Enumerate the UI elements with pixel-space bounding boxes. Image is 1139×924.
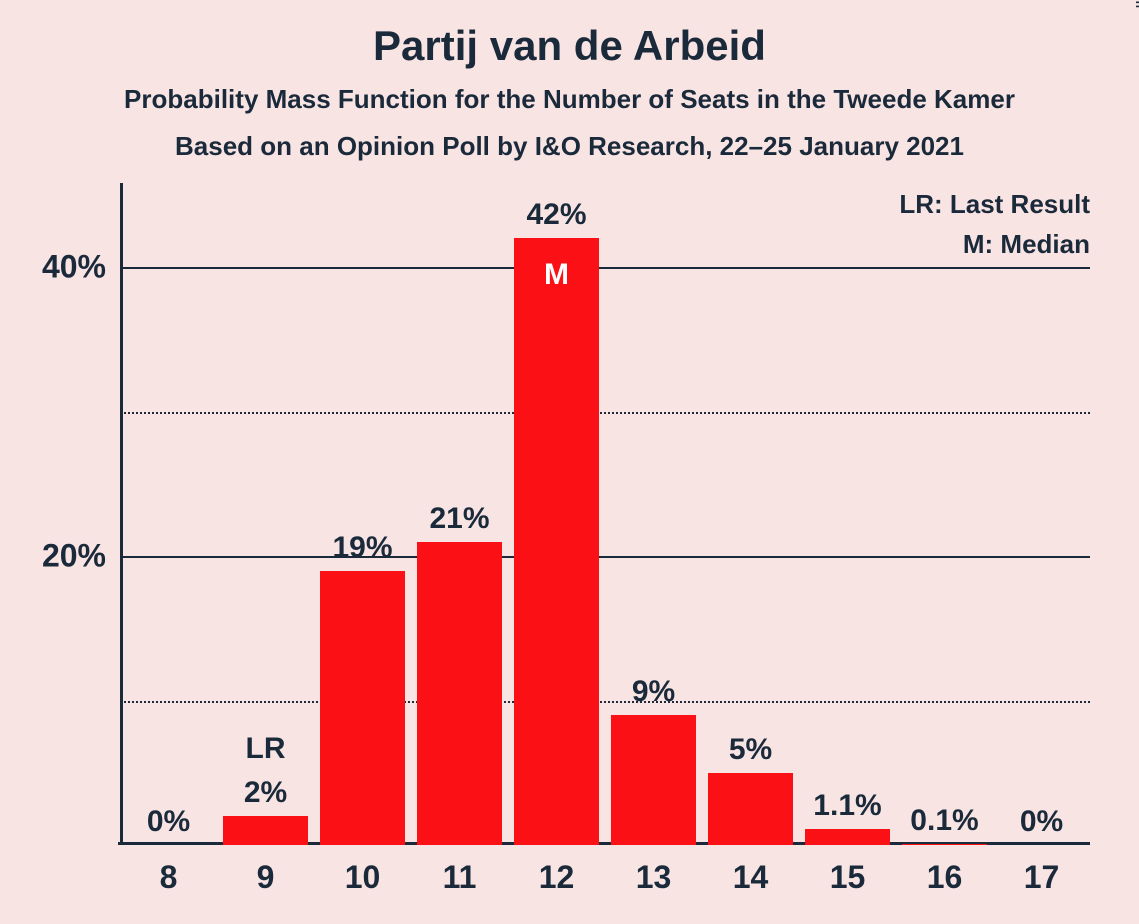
gridline-minor xyxy=(120,701,1090,703)
legend-lr: LR: Last Result xyxy=(899,189,1090,220)
bar xyxy=(902,844,987,845)
bar-value-label: 19% xyxy=(332,531,392,565)
chart-plot-area: 20%40%8910111213141516170%2%LR19%21%42%M… xyxy=(120,195,1090,845)
bar-annotation-lr: LR xyxy=(246,732,286,766)
x-tick-label: 16 xyxy=(927,845,963,896)
bar-value-label: 0% xyxy=(147,805,190,839)
bar xyxy=(320,571,405,845)
chart-title: Partij van de Arbeid xyxy=(0,0,1139,70)
x-tick-label: 11 xyxy=(443,845,477,896)
y-tick-label: 20% xyxy=(42,538,120,575)
x-tick-label: 13 xyxy=(636,845,672,896)
x-tick-label: 10 xyxy=(345,845,381,896)
bar-value-label: 1.1% xyxy=(813,789,881,823)
x-tick-label: 14 xyxy=(733,845,769,896)
chart-subtitle-1: Probability Mass Function for the Number… xyxy=(0,84,1139,115)
legend-median: M: Median xyxy=(963,229,1090,260)
bar-annotation-median: M xyxy=(544,258,569,292)
x-tick-label: 15 xyxy=(830,845,866,896)
bar-value-label: 42% xyxy=(526,198,586,232)
gridline-major xyxy=(120,556,1090,558)
bar xyxy=(417,542,502,845)
bar-value-label: 5% xyxy=(729,733,772,767)
gridline-minor xyxy=(120,412,1090,414)
x-tick-label: 12 xyxy=(539,845,575,896)
x-tick-label: 9 xyxy=(257,845,275,896)
bar-value-label: 0.1% xyxy=(910,804,978,838)
bar xyxy=(223,816,308,845)
bar xyxy=(805,829,890,845)
bar-value-label: 2% xyxy=(244,776,287,810)
y-axis xyxy=(120,183,123,845)
x-tick-label: 8 xyxy=(160,845,178,896)
gridline-major xyxy=(120,267,1090,269)
bar xyxy=(708,773,793,845)
bar-value-label: 0% xyxy=(1020,805,1063,839)
copyright-text: © 2021 Filip van Laenen xyxy=(1133,0,1139,8)
chart-subtitle-2: Based on an Opinion Poll by I&O Research… xyxy=(0,131,1139,162)
bar-value-label: 21% xyxy=(429,502,489,536)
bar-value-label: 9% xyxy=(632,675,675,709)
y-tick-label: 40% xyxy=(42,249,120,286)
bar xyxy=(611,715,696,845)
x-tick-label: 17 xyxy=(1024,845,1060,896)
bar xyxy=(514,238,599,845)
